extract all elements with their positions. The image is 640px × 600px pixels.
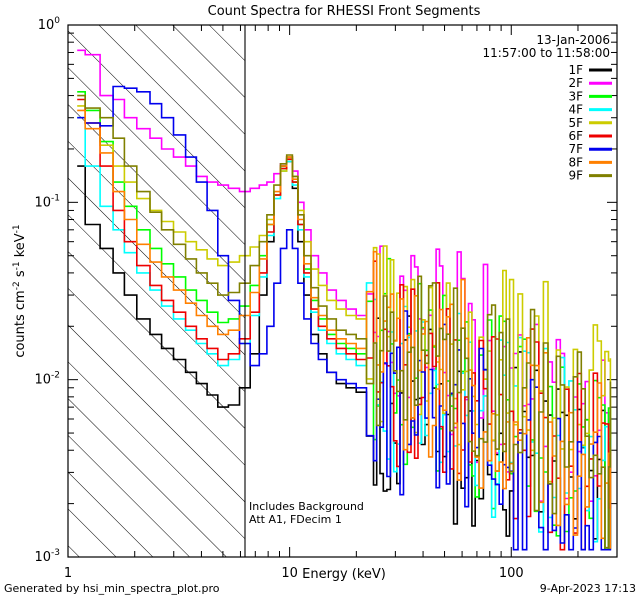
legend-label-7f: 7F (568, 142, 583, 156)
y-tick-label: 10-1 (34, 193, 60, 210)
y-axis-label-p4: keV (13, 233, 28, 261)
legend-label-8f: 8F (568, 155, 583, 169)
y-axis-label-p2: s (13, 270, 28, 281)
x-axis-tick-labels: 1 10 100 (64, 566, 524, 581)
x-tick-label: 10 (281, 566, 298, 581)
low-energy-hatched-region (68, 25, 245, 557)
note-includes-background: Includes Background (249, 500, 364, 513)
legend-label-6f: 6F (568, 129, 583, 143)
page-title: Count Spectra for RHESSI Front Segments (208, 4, 481, 19)
spectrum-line-9f (77, 94, 612, 549)
spectrum-line-2f (77, 49, 612, 502)
legend-label-4f: 4F (568, 103, 583, 117)
note-attenuator-state: Att A1, FDecim 1 (249, 513, 342, 526)
legend-label-2f: 2F (568, 76, 583, 90)
legend-label-5f: 5F (568, 116, 583, 130)
observation-date: 13-Jan-2006 (536, 33, 610, 47)
plot-frame (67, 24, 618, 558)
x-tick-label: 100 (499, 566, 524, 581)
footer-generator: Generated by hsi_min_spectra_plot.pro (4, 582, 220, 595)
legend-label-1f: 1F (568, 63, 583, 77)
y-axis-tick-labels: 100 10-1 10-2 10-3 (34, 16, 60, 565)
x-axis-label: Energy (keV) (302, 567, 386, 582)
observation-time-range: 11:57:00 to 11:58:00 (483, 46, 610, 60)
y-tick-label: 10-3 (34, 548, 60, 565)
y-axis-label-p1: -2 (12, 281, 22, 290)
y-axis-label: counts cm-2 s-1 keV-1 (12, 224, 28, 357)
svg-text:counts cm-2 s-1 keV-1: counts cm-2 s-1 keV-1 (12, 224, 28, 357)
legend-label-9f: 9F (568, 169, 583, 183)
spectra-series-group (77, 49, 612, 551)
y-axis-label-p3: -1 (12, 261, 22, 270)
y-axis-label-p0: counts cm (13, 290, 28, 357)
footer-timestamp: 9-Apr-2023 17:13 (540, 582, 636, 595)
y-tick-label: 100 (38, 16, 61, 33)
spectrum-line-8f (77, 109, 612, 549)
x-tick-label: 1 (64, 566, 72, 581)
y-axis-label-p5: -1 (12, 224, 22, 233)
legend-label-3f: 3F (568, 89, 583, 103)
y-tick-label: 10-2 (34, 371, 60, 388)
